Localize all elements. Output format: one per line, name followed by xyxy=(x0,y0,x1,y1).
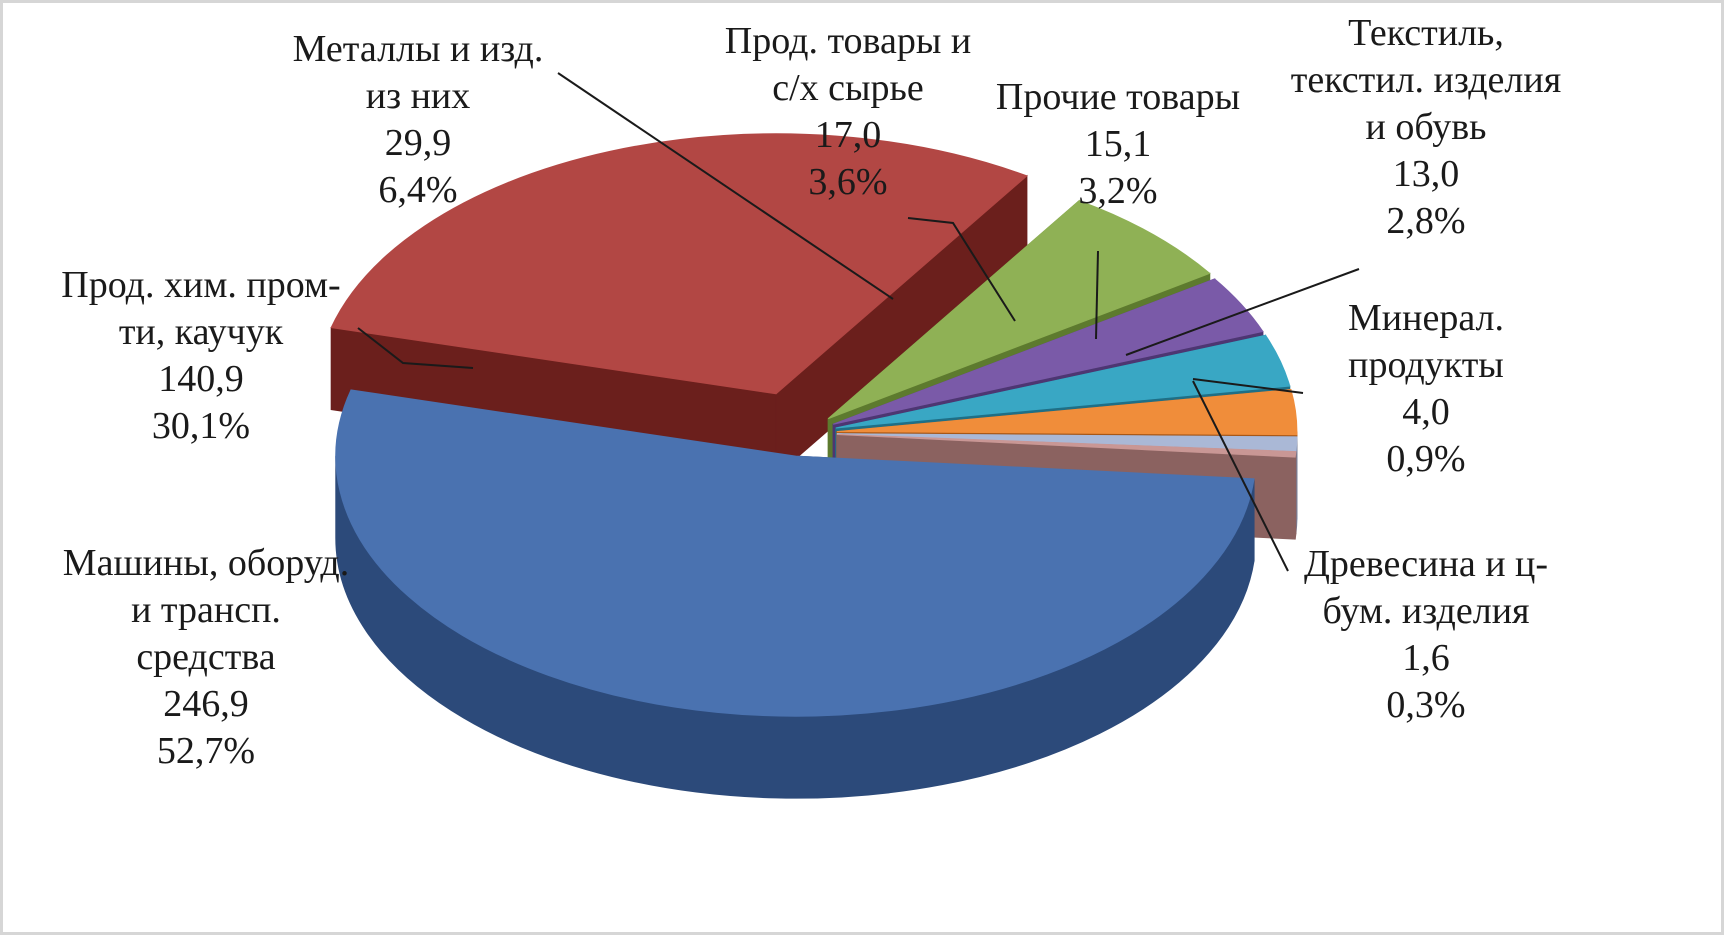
leader-lines xyxy=(357,72,1360,572)
slice-label-line: из них xyxy=(366,75,471,117)
slice-label-line: с/х сырье xyxy=(772,67,924,109)
slice-textile xyxy=(836,389,1298,436)
slice-value: 17,0 xyxy=(815,114,882,156)
slice-wood xyxy=(836,433,1297,458)
slice-value: 15,1 xyxy=(1085,123,1152,165)
slice-label-line: и обувь xyxy=(1366,106,1487,148)
slice-label-line: Машины, оборуд. xyxy=(63,542,349,584)
slice-label-line: Текстиль, xyxy=(1348,12,1504,54)
leader-food xyxy=(907,217,1016,322)
leader-mineral xyxy=(1192,378,1304,394)
slice-label-line: и трансп. xyxy=(131,589,281,631)
pie-top-faces xyxy=(330,133,1298,717)
slice-percent: 52,7% xyxy=(157,730,255,772)
data-label-chem: Прод. хим. пром-ти, каучук 140,9 30,1% xyxy=(61,264,340,447)
slice-label-line: Прод. хим. пром- xyxy=(61,264,340,306)
slice-label-line: бум. изделия xyxy=(1322,590,1529,632)
slice-percent: 0,9% xyxy=(1386,438,1465,480)
leader-textile xyxy=(1125,268,1360,356)
slice-percent: 30,1% xyxy=(152,405,250,447)
leader-metals xyxy=(557,72,894,300)
slice-label-line: продукты xyxy=(1348,344,1504,386)
slice-food xyxy=(832,278,1264,425)
slice-percent: 6,4% xyxy=(378,169,457,211)
slice-label-line: ти, каучук xyxy=(119,311,284,353)
slice-value: 246,9 xyxy=(163,683,249,725)
slice-value: 1,6 xyxy=(1402,637,1450,679)
slice-label-line: Прочие товары xyxy=(996,76,1240,118)
slice-percent: 3,6% xyxy=(808,161,887,203)
data-label-metals: Металлы и изд. из них 29,9 6,4% xyxy=(293,28,544,211)
leader-wood xyxy=(1192,380,1289,572)
slice-rim-wood xyxy=(1294,451,1297,540)
slice-value: 4,0 xyxy=(1402,391,1450,433)
slice-machines xyxy=(335,389,1255,717)
slice-percent: 2,8% xyxy=(1386,200,1465,242)
slice-value: 13,0 xyxy=(1393,153,1460,195)
data-label-textile: Текстиль, текстил. изделия и обувь 13,0 2,8% xyxy=(1291,12,1561,242)
slice-label-line: средства xyxy=(136,636,275,678)
data-label-mineral: Минерал. продукты 4,0 0,9% xyxy=(1348,297,1504,480)
data-label-machines: Машины, оборуд. и трансп. средства 246,9 52,… xyxy=(63,542,349,772)
data-label-food: Прод. товары и с/х сырье 17,0 3,6% xyxy=(725,20,971,203)
slice-label-line: Минерал. xyxy=(1348,297,1504,339)
slice-label-line: Прод. товары и xyxy=(725,20,971,62)
slice-value: 29,9 xyxy=(385,122,452,164)
slice-other xyxy=(835,334,1291,429)
slice-percent: 3,2% xyxy=(1078,170,1157,212)
slice-percent: 0,3% xyxy=(1386,684,1465,726)
pie-chart: Машины, оборуд. и трансп. средства 246,9 52,… xyxy=(61,12,1561,799)
slice-label-line: Металлы и изд. xyxy=(293,28,544,70)
data-label-other: Прочие товары 15,1 3,2% xyxy=(996,76,1240,212)
leader-other xyxy=(1095,250,1099,340)
slice-label-line: текстил. изделия xyxy=(1291,59,1561,101)
slice-value: 140,9 xyxy=(158,358,244,400)
slice-chem xyxy=(330,133,1028,395)
slice-label-line: Древесина и ц- xyxy=(1304,543,1548,585)
slice-mineral xyxy=(836,433,1298,452)
slice-metals xyxy=(827,200,1211,420)
leader-chem xyxy=(357,327,474,369)
data-label-wood: Древесина и ц-бум. изделия 1,6 0,3% xyxy=(1304,543,1548,726)
